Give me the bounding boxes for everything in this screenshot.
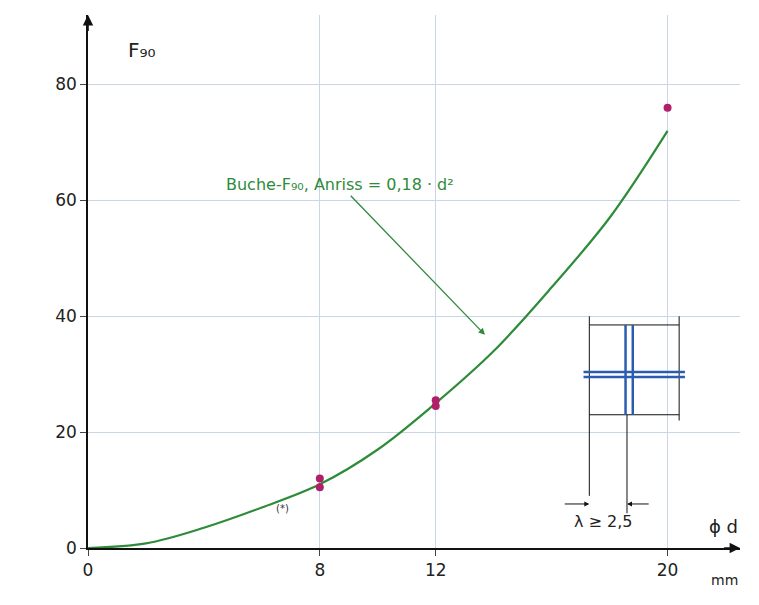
svg-text:Buche-F₉₀, Anriss = 0,18 · d²: Buche-F₉₀, Anriss = 0,18 · d² [226,175,454,194]
svg-text:20: 20 [55,422,77,442]
svg-text:12: 12 [425,560,447,580]
svg-text:40: 40 [55,306,77,326]
svg-text:(*): (*) [276,503,289,514]
svg-text:80: 80 [55,74,77,94]
svg-text:0: 0 [66,538,77,558]
svg-text:mm: mm [711,572,738,588]
svg-text:ϕ d: ϕ d [709,516,738,537]
svg-text:F₉₀: F₉₀ [128,38,156,62]
svg-text:8: 8 [314,560,325,580]
svg-text:20: 20 [657,560,679,580]
svg-text:0: 0 [83,560,94,580]
svg-text:λ ≥ 2,5: λ ≥ 2,5 [574,512,633,531]
svg-text:60: 60 [55,190,77,210]
